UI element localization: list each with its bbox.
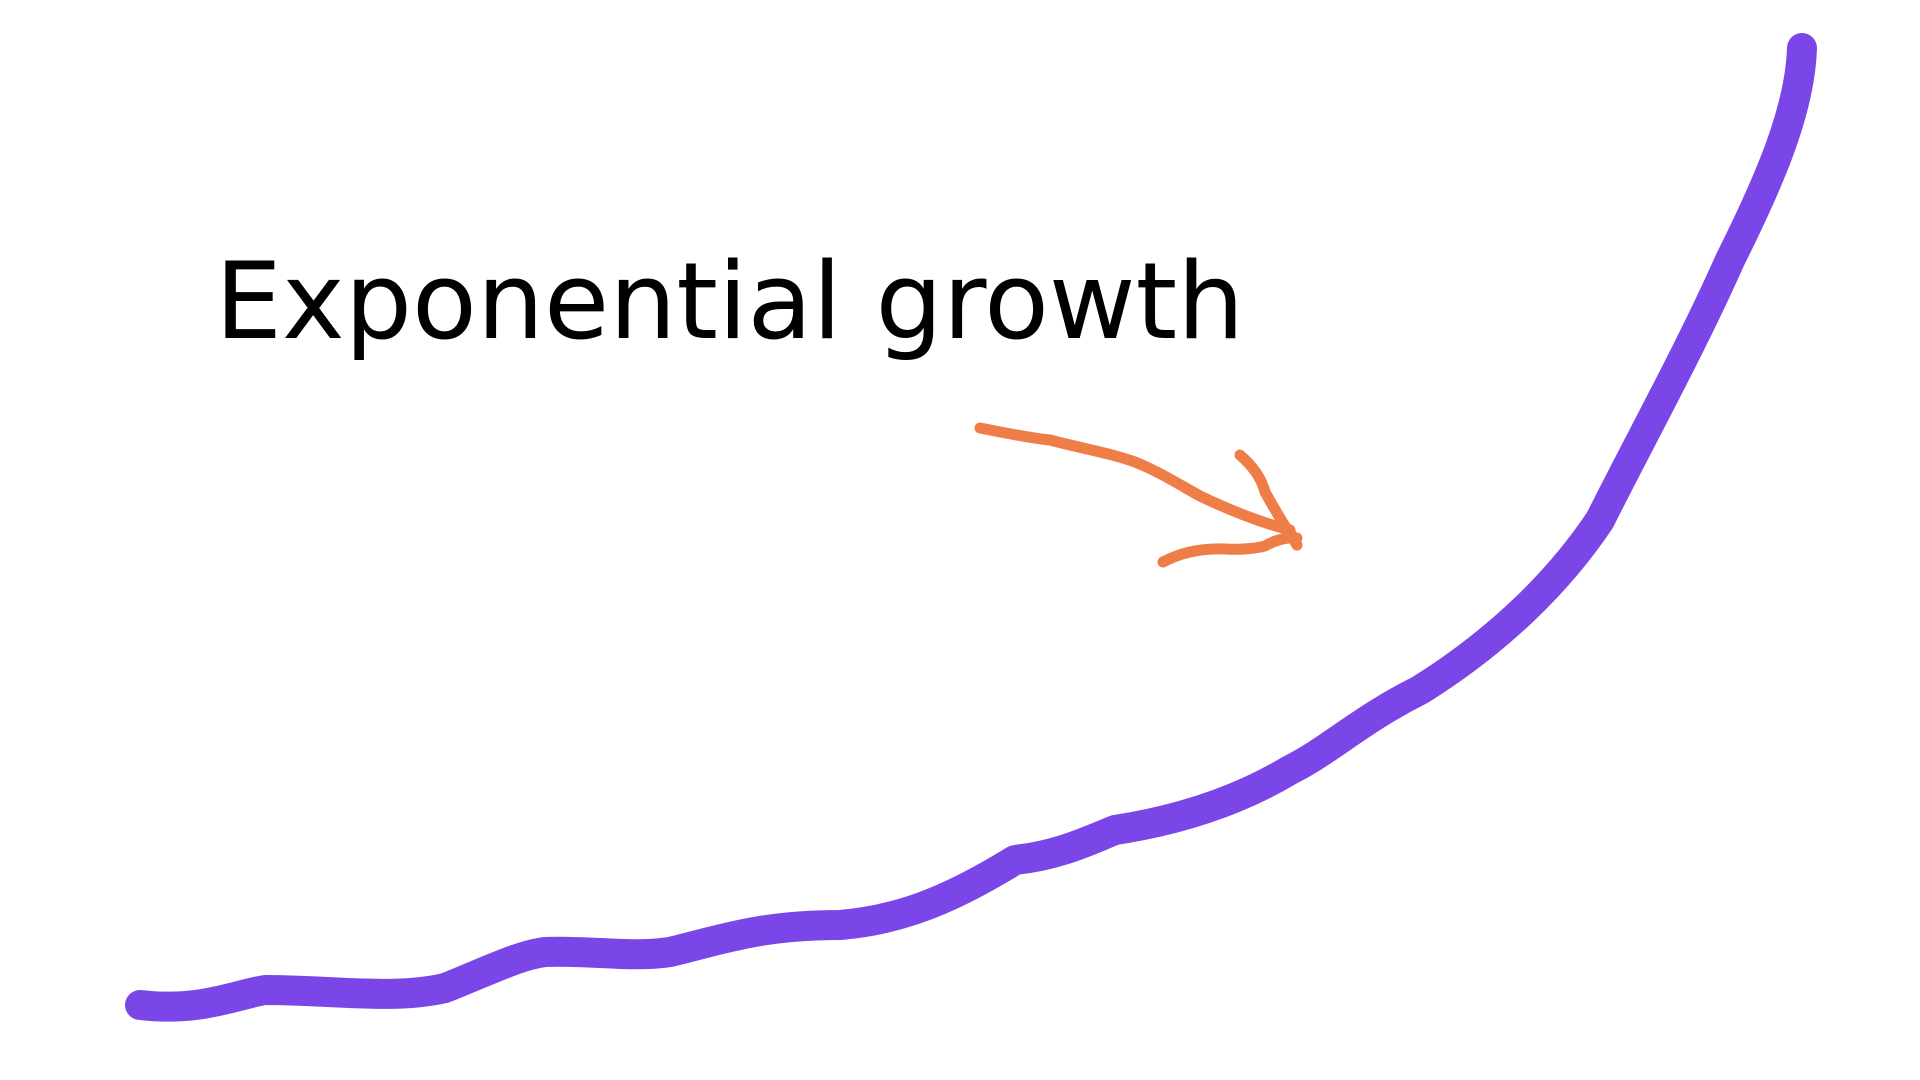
title-text: Exponential growth (215, 240, 1244, 363)
arrow-head-upper (1234, 449, 1303, 551)
growth-curve (125, 33, 1817, 1022)
arrow-head-lower (1157, 532, 1303, 568)
arrow-shaft (974, 422, 1303, 551)
arrow-icon (974, 422, 1303, 568)
